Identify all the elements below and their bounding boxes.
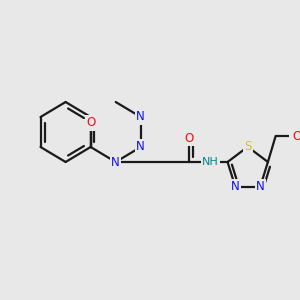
- Text: O: O: [184, 131, 194, 145]
- Text: O: O: [292, 130, 300, 142]
- Text: O: O: [86, 116, 95, 130]
- Text: N: N: [111, 155, 120, 169]
- Text: S: S: [244, 140, 251, 153]
- Text: N: N: [231, 180, 240, 193]
- Text: NH: NH: [202, 157, 219, 167]
- Text: N: N: [256, 180, 265, 193]
- Text: N: N: [136, 110, 145, 124]
- Text: N: N: [136, 140, 145, 154]
